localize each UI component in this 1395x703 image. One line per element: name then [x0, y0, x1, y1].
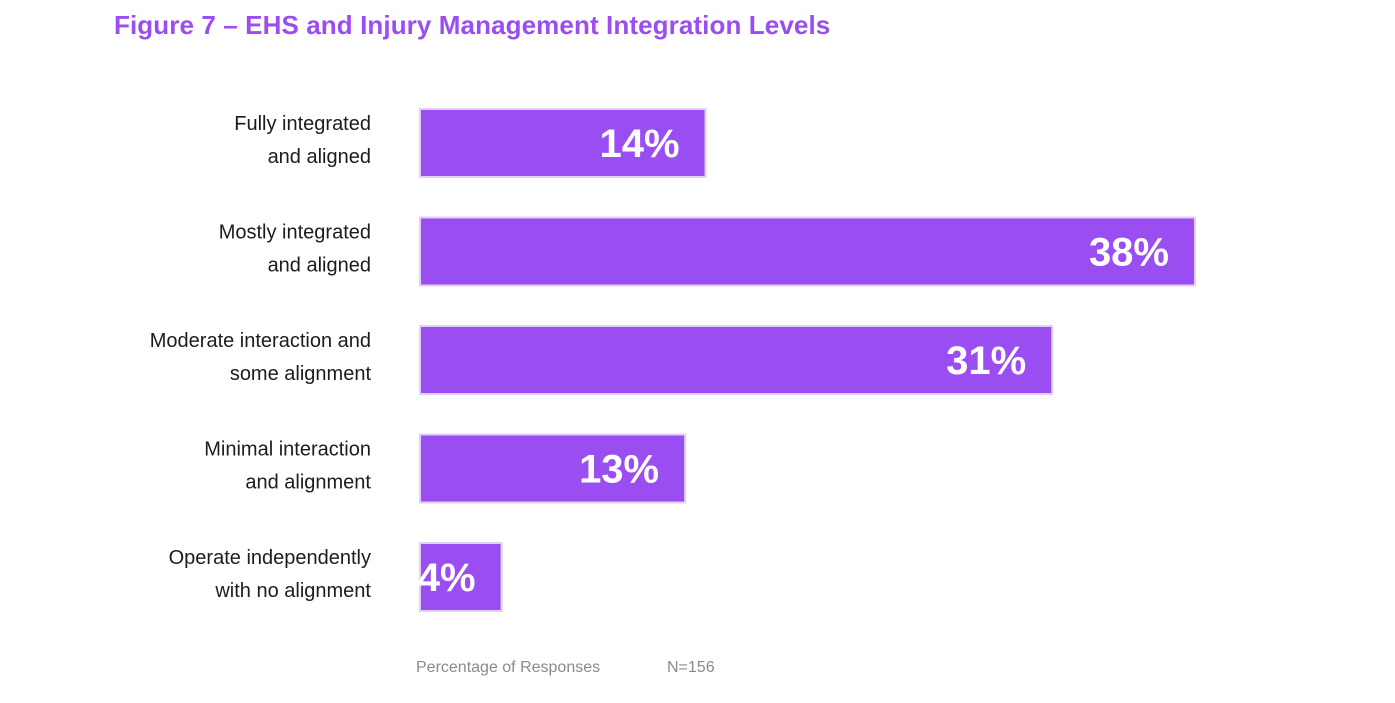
category-label-2: Mostly integrated and aligned — [219, 222, 371, 277]
value-label-4: 13% — [579, 448, 659, 492]
bars-group — [419, 108, 1196, 612]
category-label-line: Operate independently — [169, 547, 371, 569]
category-label-4: Minimal interaction and alignment — [204, 439, 371, 494]
category-label-line: and alignment — [245, 472, 371, 494]
sample-size: N=156 — [667, 659, 715, 676]
bar-3 — [419, 325, 1054, 395]
chart-title: Figure 7 – EHS and Injury Management Int… — [114, 10, 831, 40]
bar-1 — [419, 108, 707, 178]
value-labels-group: 14% 38% 31% 13% 4% — [418, 122, 1169, 600]
bar-4 — [419, 433, 687, 504]
category-label-line: Moderate interaction and — [150, 330, 371, 352]
category-label-line: and aligned — [268, 146, 371, 168]
category-label-line: Minimal interaction — [204, 439, 371, 461]
category-label-line: some alignment — [230, 363, 372, 385]
category-label-line: with no alignment — [214, 580, 371, 602]
category-label-1: Fully integrated and aligned — [234, 113, 371, 168]
bar-2 — [419, 216, 1196, 287]
category-label-3: Moderate interaction and some alignment — [150, 330, 372, 385]
category-label-line: Mostly integrated — [219, 222, 371, 244]
category-label-5: Operate independently with no alignment — [169, 547, 372, 602]
axis-note: Percentage of Responses — [416, 659, 601, 676]
value-label-3: 31% — [946, 339, 1026, 383]
bar-5 — [419, 542, 503, 612]
value-label-2: 38% — [1089, 231, 1169, 275]
value-label-5: 4% — [418, 556, 476, 600]
category-label-line: and aligned — [268, 255, 371, 277]
value-label-1: 14% — [599, 122, 679, 166]
category-label-line: Fully integrated — [234, 113, 371, 135]
